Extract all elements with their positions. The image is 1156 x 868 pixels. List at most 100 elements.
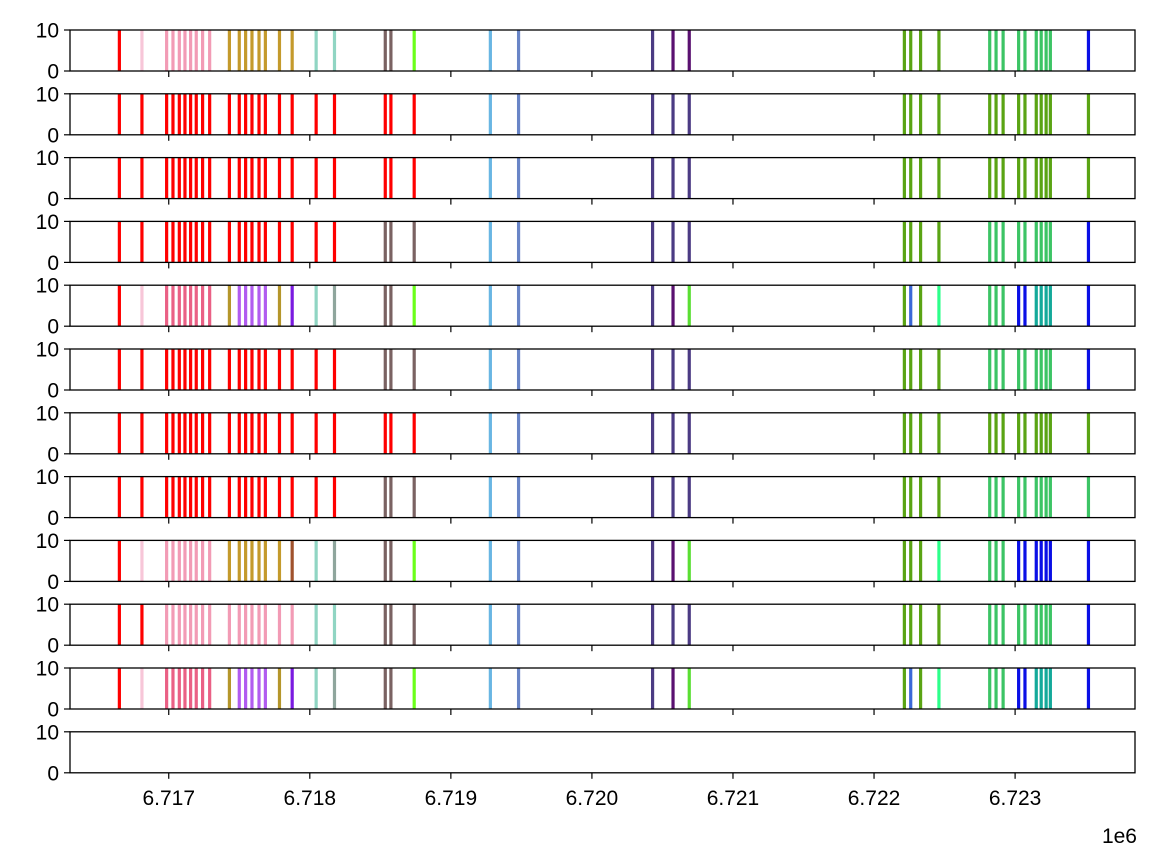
bar xyxy=(1039,412,1043,454)
bar xyxy=(1044,30,1048,71)
bar xyxy=(516,93,521,135)
bar xyxy=(1001,285,1005,327)
bar xyxy=(177,412,181,454)
bar xyxy=(332,349,337,390)
bar xyxy=(263,285,267,327)
bar xyxy=(671,93,675,135)
bar xyxy=(290,30,294,71)
bar xyxy=(244,157,248,199)
bar xyxy=(208,604,212,646)
bar xyxy=(227,349,231,390)
bar xyxy=(117,476,121,518)
bar xyxy=(208,349,212,390)
bar xyxy=(988,93,992,135)
bar xyxy=(994,30,998,71)
bar xyxy=(250,540,254,582)
panel-9: 0 10 xyxy=(36,530,1136,594)
bar xyxy=(227,412,231,454)
bar xyxy=(244,476,248,518)
panel-6: 0 10 xyxy=(36,339,1136,403)
bar xyxy=(332,221,337,263)
bar xyxy=(290,93,294,135)
bar xyxy=(227,93,231,135)
bar xyxy=(1044,157,1048,199)
bar xyxy=(1017,349,1021,390)
bar xyxy=(937,540,941,582)
bar xyxy=(1001,30,1005,71)
bar xyxy=(488,540,492,582)
axes-frame xyxy=(69,29,1136,72)
bar xyxy=(687,30,691,71)
bar xyxy=(165,221,169,263)
y-tick-label: 0 xyxy=(47,380,59,403)
bar xyxy=(650,540,655,582)
bar xyxy=(1023,668,1027,709)
panel-7: 0 10 xyxy=(36,402,1136,466)
bar xyxy=(140,221,144,263)
bar xyxy=(177,285,181,327)
y-tick-label: 0 xyxy=(47,507,59,530)
bar xyxy=(650,668,655,709)
bar xyxy=(250,668,254,709)
bar xyxy=(177,668,181,709)
bar xyxy=(183,93,187,135)
bar xyxy=(1086,157,1091,199)
bar xyxy=(389,30,393,71)
bar xyxy=(902,30,906,71)
bar xyxy=(1048,30,1052,71)
bar xyxy=(994,668,998,709)
y-tick-label: 10 xyxy=(36,211,59,234)
bar xyxy=(516,604,521,646)
bar xyxy=(165,30,169,71)
bar xyxy=(994,349,998,390)
bar xyxy=(1023,157,1027,199)
bar xyxy=(227,221,231,263)
bar xyxy=(189,221,193,263)
bar xyxy=(171,349,175,390)
bar xyxy=(918,157,923,199)
bar xyxy=(909,668,913,709)
axes-frame xyxy=(69,284,1136,327)
bar xyxy=(201,221,205,263)
bar xyxy=(183,285,187,327)
bar xyxy=(177,221,181,263)
bar xyxy=(516,349,521,390)
bar xyxy=(937,668,941,709)
panel-5: 0 10 xyxy=(36,275,1136,339)
bar xyxy=(1001,93,1005,135)
bar xyxy=(412,221,416,263)
bar xyxy=(194,157,198,199)
bar xyxy=(412,604,416,646)
bar xyxy=(671,30,675,71)
bar xyxy=(201,349,205,390)
axes-frame xyxy=(69,539,1136,583)
bar xyxy=(201,476,205,518)
bar xyxy=(1048,349,1052,390)
y-tick-label: 10 xyxy=(36,466,59,489)
bar xyxy=(918,349,923,390)
bar xyxy=(183,476,187,518)
bar xyxy=(383,540,387,582)
bar xyxy=(1044,476,1048,518)
bar xyxy=(194,668,198,709)
x-tick-label: 6.723 xyxy=(989,787,1042,810)
bar xyxy=(194,349,198,390)
bar xyxy=(263,221,267,263)
bar xyxy=(244,30,248,71)
bar xyxy=(332,476,337,518)
bar xyxy=(314,668,318,709)
bar xyxy=(389,476,393,518)
bar xyxy=(1039,540,1043,582)
bar xyxy=(671,285,675,327)
bar xyxy=(257,476,261,518)
bar xyxy=(194,604,198,646)
bar xyxy=(1001,476,1005,518)
bar xyxy=(383,30,387,71)
bar xyxy=(332,412,337,454)
axes-frame xyxy=(69,603,1136,646)
bar xyxy=(140,349,144,390)
panel-1: 0 10 xyxy=(36,20,1136,84)
bar xyxy=(937,349,941,390)
x-tick-label: 6.721 xyxy=(707,787,760,810)
bar xyxy=(902,349,906,390)
